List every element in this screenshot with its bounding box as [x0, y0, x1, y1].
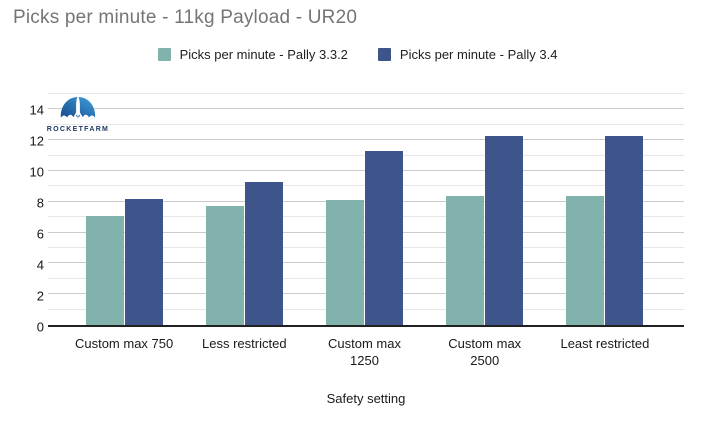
y-axis-tick-labels: 0 2 4 6 8 10 12 14	[0, 94, 44, 334]
bar-series1-least-restricted[interactable]	[566, 195, 605, 325]
bar-series2-custom-max-2500[interactable]	[485, 135, 524, 325]
bar-series2-less-restricted[interactable]	[244, 181, 283, 325]
gridline-12	[48, 139, 684, 141]
bar-series2-custom-max-750[interactable]	[124, 198, 163, 325]
plot-area	[48, 93, 684, 327]
x-category-label-4: Custom max 2500	[448, 336, 522, 368]
y-tick-label-6: 6	[36, 226, 44, 242]
chart-title: Picks per minute - 11kg Payload - UR20	[13, 7, 358, 28]
y-tick-label-2: 2	[36, 288, 44, 304]
y-tick-label-14: 14	[29, 102, 44, 118]
y-tick-label-4: 4	[36, 257, 44, 273]
x-category-label-2: Less restricted	[202, 336, 287, 351]
bar-group-2	[184, 94, 304, 325]
bar-series2-least-restricted[interactable]	[605, 135, 644, 325]
bar-series1-custom-max-1250[interactable]	[326, 200, 364, 325]
legend-swatch-icon	[377, 48, 391, 61]
bar-group-1	[64, 94, 184, 325]
bar-series2-custom-max-1250[interactable]	[365, 150, 403, 325]
legend-item-1: Picks per minute - Pally 3.3.2	[157, 47, 348, 62]
y-tick-label-0: 0	[36, 319, 44, 335]
y-tick-label-10: 10	[29, 164, 44, 180]
y-tick-label-8: 8	[36, 195, 44, 211]
gridline-14	[48, 108, 684, 110]
x-axis-title: Safety setting	[326, 391, 406, 406]
legend-swatch-icon	[157, 48, 171, 61]
y-tick-label-12: 12	[29, 133, 44, 149]
bar-group-3	[304, 94, 424, 325]
x-category-label-3: Custom max 1250	[328, 336, 401, 368]
x-category-label-1: Custom max 750	[74, 336, 174, 351]
legend-label: Picks per minute - Pally 3.4	[399, 47, 558, 62]
bar-group-4	[425, 94, 545, 325]
legend-item-2: Picks per minute - Pally 3.4	[377, 47, 558, 62]
rocketfarm-rocket-cloud-icon	[60, 95, 96, 118]
x-category-label-5: Least restricted	[560, 336, 650, 351]
rocketfarm-logo-text: ROCKETFARM	[46, 126, 110, 133]
legend-label: Picks per minute - Pally 3.3.2	[179, 47, 348, 62]
bar-group-5	[545, 94, 665, 325]
bar-series1-less-restricted[interactable]	[205, 206, 244, 325]
x-axis-category-labels: Custom max 750 Less restricted Custom max 1…	[64, 335, 665, 369]
rocketfarm-logo: ROCKETFARM	[44, 93, 112, 133]
gridline-15	[48, 93, 684, 94]
gridline-13	[48, 123, 684, 125]
bar-series1-custom-max-2500[interactable]	[446, 195, 485, 325]
legend: Picks per minute - Pally 3.3.2 Picks per …	[0, 47, 715, 62]
bars-row	[64, 94, 665, 325]
bar-series1-custom-max-750[interactable]	[85, 215, 124, 325]
